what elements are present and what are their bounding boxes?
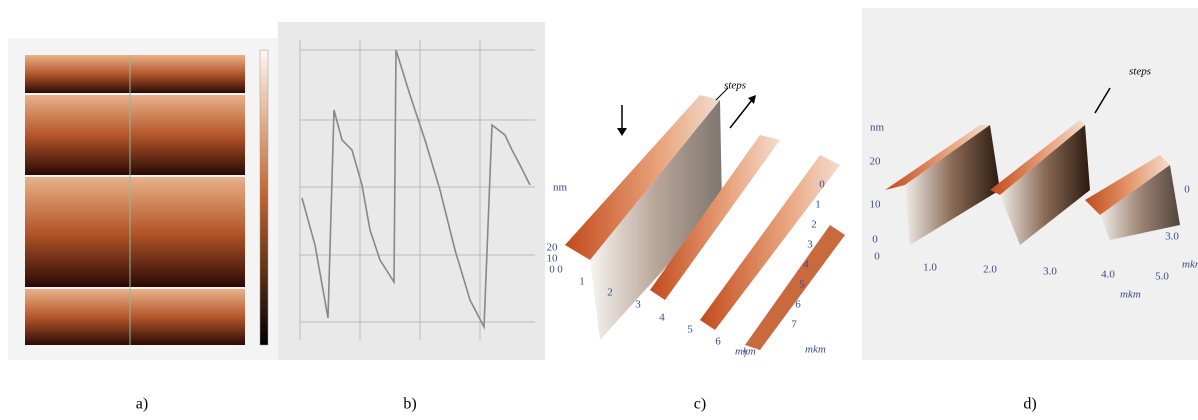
z-tick-label: 0 — [872, 234, 878, 246]
x-tick-label: 6 — [715, 336, 721, 348]
x-tick-label: 0 — [557, 264, 563, 276]
caption: d) — [1023, 396, 1036, 413]
x-tick-label: 1 — [579, 276, 585, 288]
z-tick-label: 20 — [547, 242, 559, 254]
x-tick-label: 4.0 — [1101, 269, 1115, 281]
x-tick-label: 5.0 — [1155, 271, 1169, 283]
y-tick-label: 3.0 — [1165, 231, 1179, 243]
x-tick-label: 4 — [659, 312, 665, 324]
colorbar — [260, 50, 268, 345]
x-tick-label: 2.0 — [983, 264, 997, 276]
y-axis-unit: mkm — [1182, 259, 1198, 271]
annotation: steps — [724, 80, 746, 92]
y-tick-label: 5 — [799, 279, 805, 291]
y-tick-label: 3 — [807, 239, 813, 251]
x-tick-label: 3.0 — [1043, 266, 1057, 278]
panel-b-bg — [278, 22, 545, 360]
y-tick-label: 7 — [791, 319, 797, 331]
z-axis-unit: nm — [870, 122, 885, 134]
y-tick-label: 0 — [1184, 184, 1190, 196]
y-tick-label: 6 — [795, 299, 801, 311]
x-tick-label: 0 — [874, 251, 880, 263]
caption: a) — [136, 396, 148, 413]
afm-image — [25, 55, 245, 345]
y-tick-label: 4 — [803, 259, 809, 271]
x-tick-label: 7 — [742, 349, 748, 361]
x-tick-label: 1.0 — [923, 262, 937, 274]
y-tick-label: 1 — [815, 199, 821, 211]
y-tick-label: 2 — [811, 219, 817, 231]
z-tick-label: 20 — [870, 156, 882, 168]
y-axis-unit: mkm — [805, 344, 826, 356]
3d-surface-c — [565, 88, 845, 350]
x-axis-unit: mkm — [1120, 289, 1141, 301]
x-tick-label: 5 — [687, 324, 693, 336]
x-tick-label: 2 — [607, 287, 613, 299]
y-tick-label: 0 — [819, 179, 825, 191]
caption: c) — [694, 396, 706, 413]
figure: a) b) c) d) steps nm mkm mkm 0 10 20 0 1 2 3 4 5 6 7 0 1 2 3 4 5… — [0, 0, 1198, 420]
z-axis-unit: nm — [553, 182, 568, 194]
x-tick-label: 3 — [635, 299, 641, 311]
caption: b) — [403, 396, 416, 413]
z-tick-label: 10 — [870, 199, 882, 211]
annotation: steps — [1129, 66, 1151, 78]
z-tick-label: 0 — [549, 264, 555, 276]
